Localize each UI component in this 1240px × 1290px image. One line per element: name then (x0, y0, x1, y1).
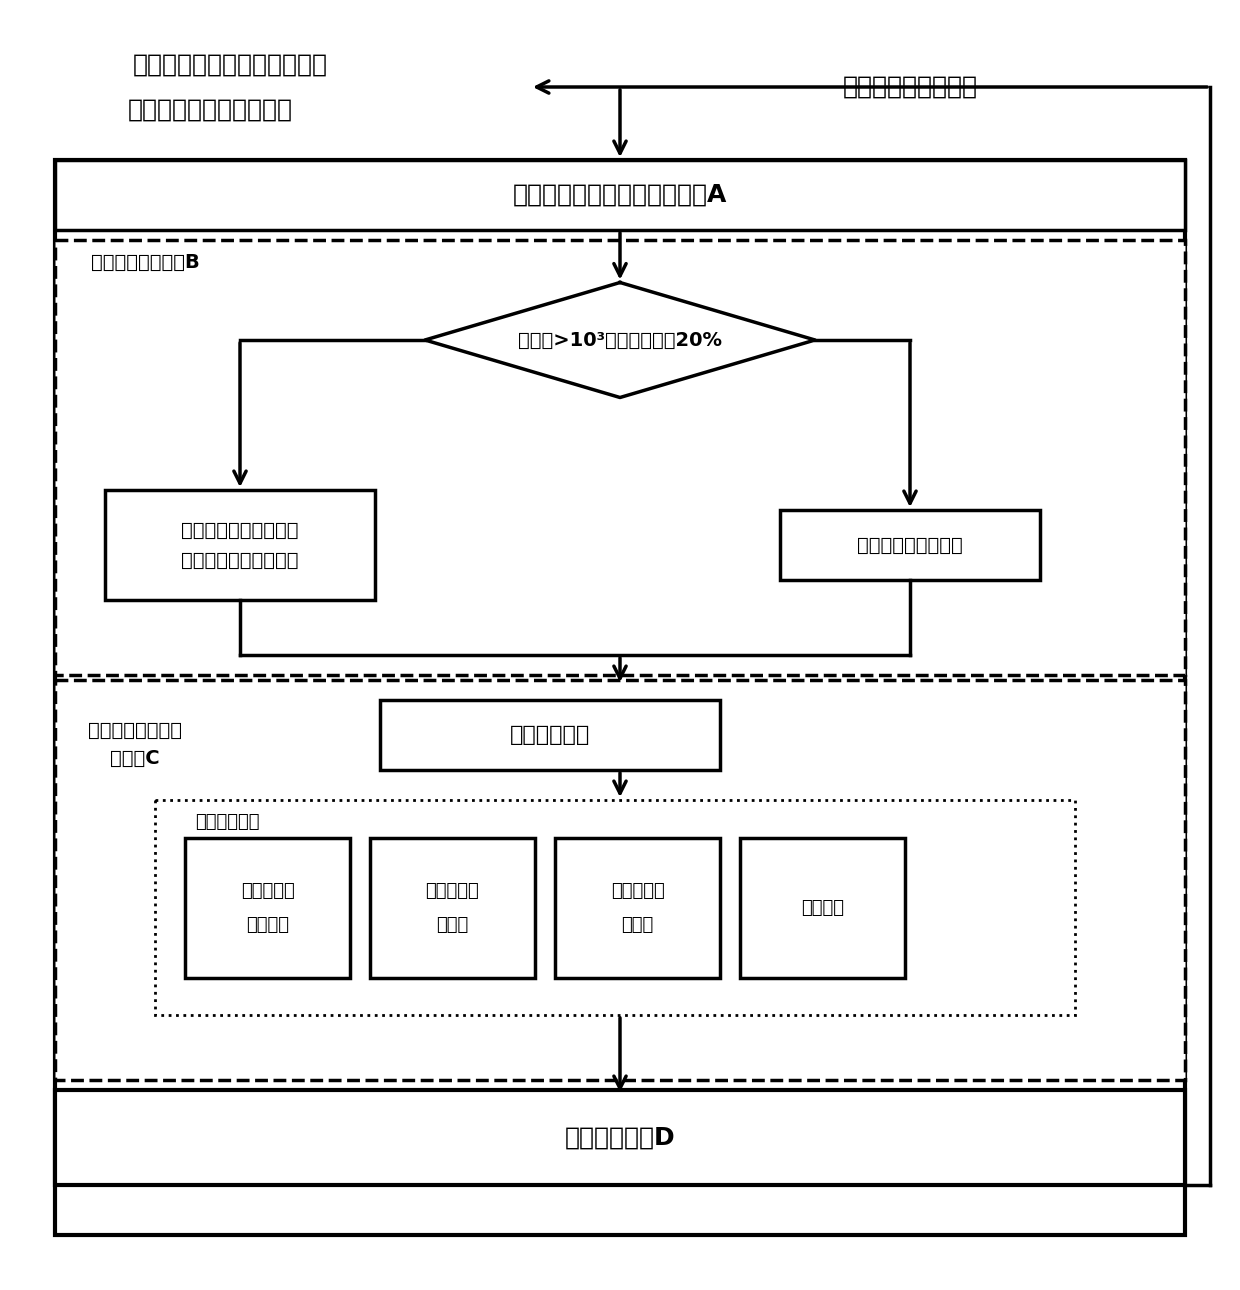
Text: 轨迹规划及运动控: 轨迹规划及运动控 (88, 721, 182, 739)
Text: 目标函数: 目标函数 (801, 899, 844, 917)
Bar (185, 838, 350, 978)
Text: 式约束: 式约束 (436, 916, 469, 934)
Text: 非线性运动: 非线性运动 (241, 882, 294, 900)
Bar (556, 838, 720, 978)
Bar (379, 700, 720, 770)
Text: 模型预测控制: 模型预测控制 (195, 813, 259, 831)
Bar (55, 240, 1185, 675)
Bar (740, 838, 905, 978)
Bar (780, 510, 1040, 580)
Text: 本车车道，速度信息: 本车车道，速度信息 (842, 75, 977, 99)
Bar (105, 490, 374, 600)
Bar (55, 1090, 1185, 1186)
Bar (155, 800, 1075, 1015)
Text: 相对距离等车辆状态信息: 相对距离等车辆状态信息 (128, 98, 293, 123)
Text: 控制模型: 控制模型 (246, 916, 289, 934)
Text: 终端状态等: 终端状态等 (425, 882, 480, 900)
Text: 制模块C: 制模块C (110, 748, 160, 768)
Text: 得到决策参数: 得到决策参数 (510, 725, 590, 746)
Bar (55, 680, 1185, 1080)
Text: 环境车车道，车速，加速度，: 环境车车道，车速，加速度， (133, 53, 327, 77)
Text: 策略迭代强化学习算法: 策略迭代强化学习算法 (181, 551, 299, 569)
Text: 感知信号收集及数据存储模块A: 感知信号收集及数据存储模块A (513, 183, 727, 206)
Bar (55, 160, 1185, 230)
Text: 执行跟踪模块D: 执行跟踪模块D (564, 1125, 676, 1149)
Text: 数据量>10³或更新量大于20%: 数据量>10³或更新量大于20% (518, 330, 722, 350)
Text: 基于核函数的最小二乘: 基于核函数的最小二乘 (181, 520, 299, 539)
Text: 决策参数学习模块B: 决策参数学习模块B (91, 253, 200, 271)
Bar (370, 838, 534, 978)
Bar (55, 160, 1185, 1235)
Text: 控制量不等: 控制量不等 (610, 882, 665, 900)
Text: 人类驾驶或随机策略: 人类驾驶或随机策略 (857, 535, 963, 555)
Text: 式约束: 式约束 (621, 916, 653, 934)
